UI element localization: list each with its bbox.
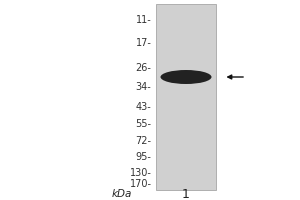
Text: 11-: 11- (136, 15, 152, 25)
Text: kDa: kDa (112, 189, 132, 199)
Text: 130-: 130- (130, 168, 152, 178)
Text: 43-: 43- (136, 102, 152, 112)
Text: 170-: 170- (130, 179, 152, 189)
Text: 26-: 26- (136, 63, 152, 73)
Text: 55-: 55- (136, 119, 152, 129)
Text: 72-: 72- (136, 136, 152, 146)
Text: 95-: 95- (136, 152, 152, 162)
Text: 17-: 17- (136, 38, 152, 48)
Text: 34-: 34- (136, 82, 152, 92)
Text: 1: 1 (182, 188, 190, 200)
Ellipse shape (160, 70, 211, 84)
Bar (156, 4, 216, 190)
